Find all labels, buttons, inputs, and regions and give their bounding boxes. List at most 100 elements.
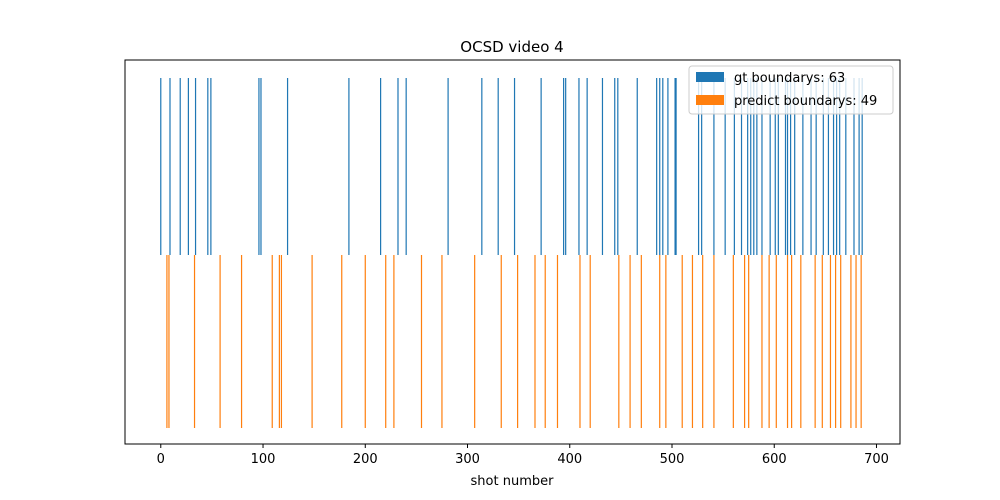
gt-boundary-bar xyxy=(447,78,449,255)
gt-boundary-bar xyxy=(260,78,262,255)
gt-boundary-bar xyxy=(724,78,726,255)
predict-boundary-bar xyxy=(420,255,423,428)
x-tick-label: 300 xyxy=(455,452,480,467)
predict-boundary-bar xyxy=(517,255,519,428)
boundary-bars xyxy=(160,78,863,428)
x-tick-label: 600 xyxy=(762,452,787,467)
predict-boundary-bar xyxy=(364,255,366,428)
predict-boundary-bar xyxy=(702,255,704,428)
gt-boundary-bar xyxy=(858,78,860,255)
x-axis-label: shot number xyxy=(471,474,555,489)
gt-boundary-bar xyxy=(210,78,212,255)
gt-boundary-bar xyxy=(636,78,638,255)
gt-boundary-bar xyxy=(713,78,715,255)
gt-boundary-bar xyxy=(740,78,743,255)
gt-boundary-bar xyxy=(861,78,863,255)
gt-boundary-bar xyxy=(187,78,189,255)
gt-boundary-bar xyxy=(701,78,703,255)
gt-boundary-bar xyxy=(747,78,749,255)
predict-boundary-bar xyxy=(271,255,273,428)
legend-label-gt: gt boundarys: 63 xyxy=(734,71,845,86)
predict-boundary-bar xyxy=(791,255,793,428)
gt-boundary-bar xyxy=(756,78,758,255)
gt-boundary-bar xyxy=(194,78,197,255)
predict-boundary-bar xyxy=(219,255,221,428)
predict-boundary-bar xyxy=(168,255,170,428)
gt-boundary-bar xyxy=(614,78,616,255)
predict-boundary-bar xyxy=(732,255,734,428)
predict-boundary-bar xyxy=(659,255,661,428)
predict-boundary-bar xyxy=(748,255,750,428)
predict-boundary-bar xyxy=(385,255,387,428)
gt-boundary-bar xyxy=(169,78,171,255)
predict-boundary-bar xyxy=(341,255,343,428)
x-tick-label: 400 xyxy=(557,452,582,467)
gt-boundary-bar xyxy=(540,78,542,255)
predict-boundary-bar xyxy=(855,255,857,428)
predict-boundary-bar xyxy=(556,255,559,428)
predict-boundary-bar xyxy=(821,255,823,428)
gt-boundary-bar xyxy=(617,78,619,255)
predict-boundary-bar xyxy=(640,255,642,428)
predict-boundary-bar xyxy=(311,255,313,428)
gt-boundary-bar xyxy=(563,78,565,255)
predict-boundary-bar xyxy=(840,255,842,428)
gt-boundary-bar xyxy=(769,78,771,255)
gt-boundary-bar xyxy=(160,78,162,255)
predict-boundary-bar xyxy=(193,255,196,428)
gt-boundary-bar xyxy=(786,78,789,255)
gt-boundary-bar xyxy=(774,78,776,255)
gt-boundary-bar xyxy=(601,78,604,255)
gt-boundary-bar xyxy=(675,78,677,255)
gt-boundary-bar xyxy=(578,78,580,255)
gt-boundary-bar xyxy=(753,78,755,255)
gt-boundary-bar xyxy=(733,78,735,255)
predict-boundary-bar xyxy=(786,255,789,428)
predict-boundary-bar xyxy=(589,255,591,428)
gt-boundary-bar xyxy=(784,78,787,255)
predict-boundary-bar xyxy=(681,255,683,428)
gt-boundary-bar xyxy=(513,78,516,255)
x-axis: 0 100 200 300 400 500 600 700 xyxy=(157,444,889,467)
predict-boundary-bar xyxy=(665,255,667,428)
predict-boundary-bar xyxy=(691,255,694,428)
gt-boundary-bar xyxy=(815,78,817,255)
predict-boundary-bar xyxy=(743,255,746,428)
gt-boundary-bar xyxy=(697,78,700,255)
gt-boundary-bar xyxy=(674,78,676,255)
gt-boundary-bar xyxy=(790,78,792,255)
legend-box xyxy=(688,65,894,115)
x-tick-label: 200 xyxy=(353,452,378,467)
predict-boundary-bar xyxy=(860,255,862,428)
gt-boundary-bar xyxy=(656,78,658,255)
x-tick-label: 700 xyxy=(864,452,889,467)
legend-swatch-predict xyxy=(696,95,724,105)
predict-boundary-bar xyxy=(393,255,395,428)
predict-boundary-bar xyxy=(579,255,581,428)
predict-boundary-bar xyxy=(166,255,168,428)
gt-boundary-bar xyxy=(286,78,289,255)
gt-boundary-bar xyxy=(845,78,847,255)
gt-boundary-bar xyxy=(777,78,779,255)
predict-boundary-bar xyxy=(713,255,715,428)
gt-boundary-bar xyxy=(836,78,838,255)
gt-boundary-bar xyxy=(397,78,399,255)
predict-boundary-bar xyxy=(278,255,280,428)
gt-boundary-bar xyxy=(348,78,350,255)
x-tick-label: 100 xyxy=(251,452,276,467)
predict-boundary-bar xyxy=(240,255,243,428)
chart-title: OCSD video 4 xyxy=(460,38,563,56)
gt-boundary-bar xyxy=(207,78,209,255)
predict-boundary-bar xyxy=(629,255,631,428)
predict-boundary-bar xyxy=(800,255,802,428)
predict-boundary-bar xyxy=(534,255,536,428)
legend-label-predict: predict boundarys: 49 xyxy=(734,94,877,109)
gt-boundary-bar xyxy=(827,78,830,255)
gt-boundary-bar xyxy=(794,78,796,255)
legend: gt boundarys: 63 predict boundarys: 49 xyxy=(688,65,894,115)
predict-boundary-bar xyxy=(441,255,443,428)
gt-boundary-bar xyxy=(662,78,664,255)
gt-boundary-bar xyxy=(179,78,181,255)
predict-boundary-bar xyxy=(280,255,283,428)
